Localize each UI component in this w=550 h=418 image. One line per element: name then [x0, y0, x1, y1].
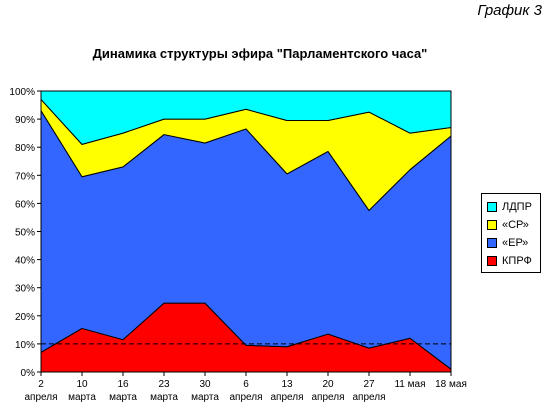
- y-tick-label: 90%: [15, 115, 35, 126]
- x-tick-label: 6: [243, 379, 249, 390]
- x-tick-label-line2: апреля: [270, 392, 303, 403]
- y-tick-label: 0%: [21, 368, 36, 379]
- legend-label: КПРФ: [502, 255, 532, 267]
- legend-swatch: [487, 202, 497, 212]
- x-tick-label-line2: марта: [109, 392, 137, 403]
- x-tick-label-line2: марта: [191, 392, 219, 403]
- x-tick-label: 16: [117, 379, 129, 390]
- legend-label: «СР»: [502, 219, 529, 231]
- y-tick-label: 100%: [9, 87, 35, 98]
- y-tick-label: 10%: [15, 340, 35, 351]
- legend-swatch: [487, 220, 497, 230]
- x-tick-label-line2: марта: [150, 392, 178, 403]
- chart-legend: ЛДПР «СР» «ЕР» КПРФ: [481, 193, 541, 273]
- legend-swatch: [487, 238, 497, 248]
- y-tick-label: 20%: [15, 312, 35, 323]
- legend-swatch: [487, 256, 497, 266]
- y-tick-label: 70%: [15, 171, 35, 182]
- x-tick-label: 10: [76, 379, 88, 390]
- x-tick-label-line2: марта: [68, 392, 96, 403]
- legend-label: ЛДПР: [502, 201, 532, 213]
- legend-item: «ЕР»: [487, 234, 540, 252]
- x-tick-label: 27: [363, 379, 375, 390]
- y-tick-label: 40%: [15, 256, 35, 267]
- legend-item: КПРФ: [487, 252, 540, 270]
- x-tick-label: 30: [199, 379, 211, 390]
- y-tick-label: 50%: [15, 228, 35, 239]
- x-tick-label: 23: [158, 379, 170, 390]
- y-tick-label: 30%: [15, 284, 35, 295]
- x-tick-label: 20: [322, 379, 334, 390]
- x-tick-label-line2: апреля: [24, 392, 57, 403]
- x-tick-label: 13: [281, 379, 293, 390]
- x-tick-label: 11 мая: [394, 379, 425, 390]
- x-tick-label: 18 мая: [435, 379, 467, 390]
- y-tick-label: 80%: [15, 143, 35, 154]
- legend-item: «СР»: [487, 216, 540, 234]
- x-tick-label-line2: апреля: [352, 392, 385, 403]
- y-tick-label: 60%: [15, 199, 35, 210]
- x-tick-label-line2: апреля: [311, 392, 344, 403]
- x-tick-label-line2: апреля: [229, 392, 262, 403]
- legend-item: ЛДПР: [487, 198, 540, 216]
- chart-title: Динамика структуры эфира "Парламентского…: [92, 46, 428, 61]
- figure-number-label: График 3: [477, 2, 542, 19]
- x-tick-label: 2: [38, 379, 44, 390]
- legend-label: «ЕР»: [502, 237, 529, 249]
